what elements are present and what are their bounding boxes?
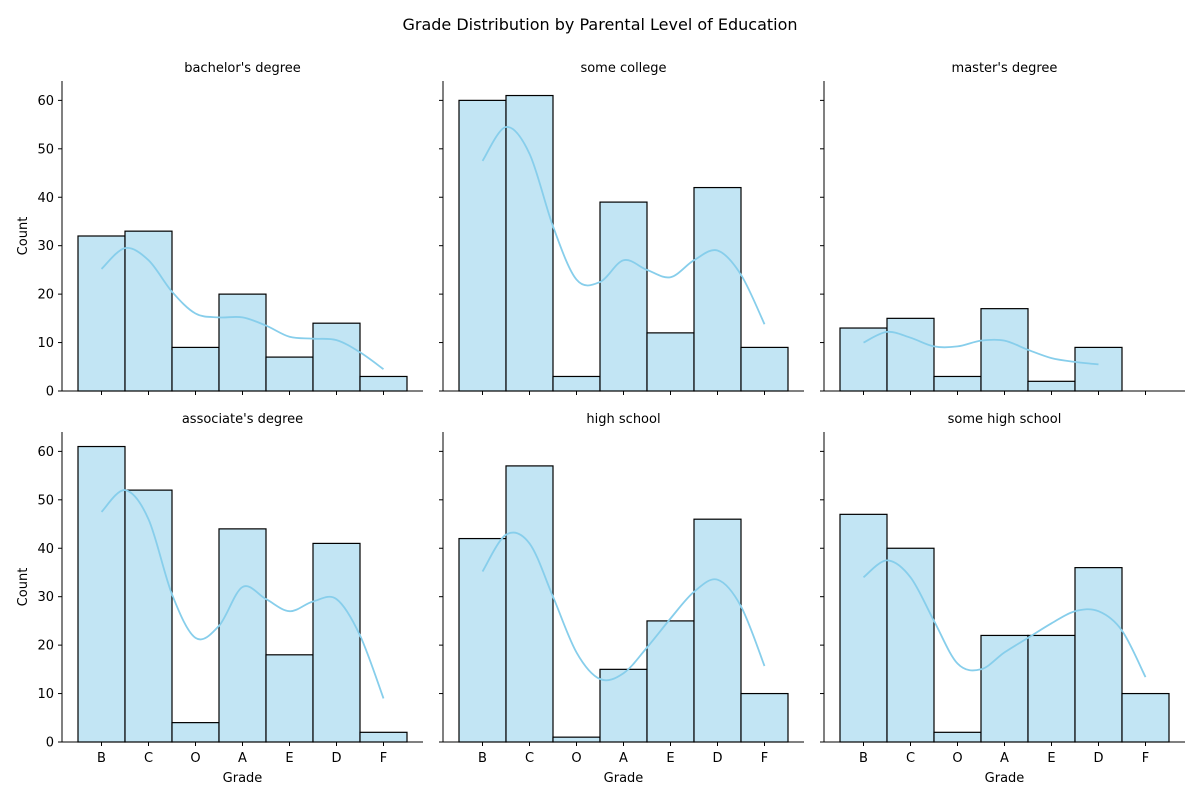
- panel-4-ytick-label-30: 30: [37, 590, 54, 605]
- panel-6-xlabel: Grade: [985, 771, 1025, 786]
- panel-1-kde-line: [100, 247, 385, 370]
- panel-6-bar-O: [933, 731, 982, 743]
- panel-2-title: some college: [580, 61, 666, 76]
- panel-3-bar-C: [886, 317, 935, 392]
- panel-4-title: associate's degree: [182, 412, 303, 427]
- panel-6-bar-B: [839, 513, 888, 743]
- panel-2-bar-E: [646, 332, 695, 392]
- panel-5-bar-F: [740, 692, 789, 743]
- panel-4-ytick-label-40: 40: [37, 542, 54, 557]
- panel-2-bar-B: [458, 99, 507, 392]
- panel-1-ytick-label-30: 30: [37, 239, 54, 254]
- panel-6-bar-C: [886, 547, 935, 743]
- panel-5-bar-O: [552, 736, 601, 743]
- panel-4-xtick-label-A: A: [238, 751, 247, 766]
- panel-2-bar-O: [552, 375, 601, 392]
- panel-1-ytick-label-40: 40: [37, 191, 54, 206]
- figure-title: Grade Distribution by Parental Level of …: [402, 15, 797, 34]
- panel-6-bar-D: [1074, 567, 1123, 743]
- panel-4-ytick-label-60: 60: [37, 445, 54, 460]
- panel-4-xtick-label-E: E: [285, 751, 293, 766]
- panel-3-bar-A: [980, 308, 1029, 392]
- panel-3-bar-B: [839, 327, 888, 392]
- panel-5-xtick-label-O: O: [571, 751, 581, 766]
- panel-5-xtick-label-C: C: [525, 751, 534, 766]
- panel-6-xtick-label-A: A: [1000, 751, 1009, 766]
- panel-1-ytick-label-0: 0: [46, 385, 54, 400]
- panel-5-bar-A: [599, 668, 648, 743]
- panel-2-kde-line: [481, 126, 766, 325]
- panel-1-bar-E: [265, 356, 314, 392]
- panel-4-xtick-label-O: O: [190, 751, 200, 766]
- panel-4-xtick-label-D: D: [331, 751, 341, 766]
- panel-3-bar-O: [933, 375, 982, 392]
- panel-1-bar-O: [171, 346, 220, 392]
- panel-2-bar-D: [693, 186, 742, 392]
- panel-2-bar-F: [740, 346, 789, 392]
- panel-5-title: high school: [586, 412, 660, 427]
- panel-4-kde-line: [100, 489, 385, 699]
- panel-6-kde-line: [862, 559, 1147, 678]
- panel-3-bar-D: [1074, 346, 1123, 392]
- panel-1-ytick-label-10: 10: [37, 336, 54, 351]
- panel-5-xtick-label-D: D: [712, 751, 722, 766]
- panel-3-bar-E: [1027, 380, 1076, 392]
- panel-6-xtick-label-E: E: [1047, 751, 1055, 766]
- panel-4-ylabel: Count: [16, 568, 31, 607]
- panel-4-bar-O: [171, 722, 220, 743]
- panel-4-bar-B: [77, 445, 126, 743]
- panel-4-bar-F: [359, 731, 408, 743]
- panel-5-xtick-label-B: B: [478, 751, 487, 766]
- panel-5-bar-D: [693, 518, 742, 743]
- panel-1-ytick-label-60: 60: [37, 94, 54, 109]
- panel-6-bar-E: [1027, 634, 1076, 743]
- panel-5-kde-line: [481, 531, 766, 682]
- panel-4-xlabel: Grade: [223, 771, 263, 786]
- panel-5-bar-B: [458, 537, 507, 743]
- panel-1-bar-F: [359, 375, 408, 392]
- panel-6-bar-F: [1121, 692, 1170, 743]
- panel-1-ytick-label-50: 50: [37, 142, 54, 157]
- panel-6-xtick-label-C: C: [906, 751, 915, 766]
- panel-3-kde-line: [863, 330, 1099, 366]
- panel-1-title: bachelor's degree: [184, 61, 301, 76]
- panel-5-xtick-label-E: E: [666, 751, 674, 766]
- panel-4-xtick-label-C: C: [144, 751, 153, 766]
- panel-4-xtick-label-F: F: [380, 751, 387, 766]
- panel-1-bar-C: [124, 230, 173, 392]
- panel-6-xtick-label-B: B: [859, 751, 868, 766]
- panel-4-bar-A: [218, 528, 267, 743]
- panel-5-bar-C: [505, 465, 554, 743]
- panel-5-xtick-label-F: F: [761, 751, 768, 766]
- panel-6-xtick-label-O: O: [952, 751, 962, 766]
- panel-6-xtick-label-F: F: [1142, 751, 1149, 766]
- panel-5-xlabel: Grade: [604, 771, 644, 786]
- panel-6-title: some high school: [948, 412, 1062, 427]
- panel-1-ylabel: Count: [16, 217, 31, 256]
- panel-2-bar-C: [505, 94, 554, 392]
- panel-2-bar-A: [599, 201, 648, 392]
- panel-5-bar-E: [646, 620, 695, 743]
- panel-4-ytick-label-20: 20: [37, 639, 54, 654]
- panel-6-xtick-label-D: D: [1093, 751, 1103, 766]
- panel-1-bar-B: [77, 235, 126, 392]
- panel-4-bar-E: [265, 654, 314, 743]
- panel-4-xtick-label-B: B: [97, 751, 106, 766]
- panel-4-bar-C: [124, 489, 173, 743]
- panel-4-ytick-label-0: 0: [46, 736, 54, 751]
- panel-1-bar-A: [218, 293, 267, 392]
- panel-1-bar-D: [312, 322, 361, 392]
- panel-3-title: master's degree: [952, 61, 1058, 76]
- panel-1-ytick-label-20: 20: [37, 288, 54, 303]
- panel-4-bar-D: [312, 542, 361, 743]
- panel-4-ytick-label-10: 10: [37, 687, 54, 702]
- panel-4-ytick-label-50: 50: [37, 493, 54, 508]
- panel-5-xtick-label-A: A: [619, 751, 628, 766]
